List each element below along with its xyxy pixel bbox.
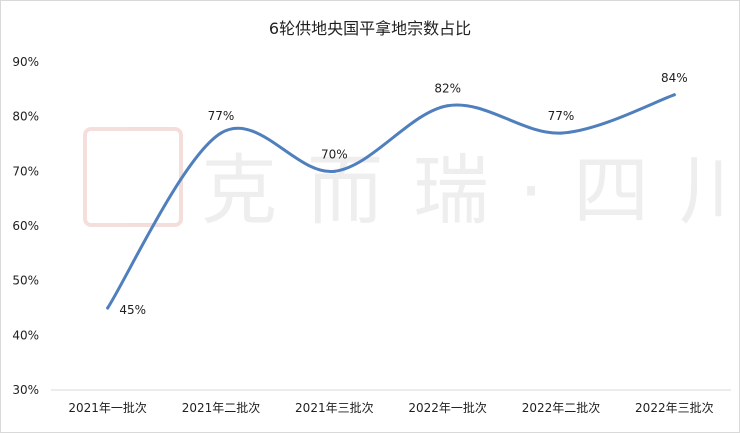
data-point xyxy=(559,131,563,135)
data-point xyxy=(672,93,676,97)
y-tick-label: 40% xyxy=(12,328,39,342)
chart-title: 6轮供地央国平拿地宗数占比 xyxy=(268,19,472,38)
y-tick-label: 50% xyxy=(12,274,39,288)
data-point xyxy=(332,169,336,173)
x-tick-label: 2021年二批次 xyxy=(182,400,261,415)
y-tick-label: 70% xyxy=(12,164,39,178)
x-tick-label: 2022年三批次 xyxy=(635,400,714,415)
data-point xyxy=(446,104,450,108)
watermark-text: 克而瑞·四川 xyxy=(201,146,740,235)
data-label: 82% xyxy=(434,82,461,96)
y-tick-label: 60% xyxy=(12,219,39,233)
y-tick-label: 80% xyxy=(12,110,39,124)
y-tick-label: 90% xyxy=(12,55,39,69)
data-label: 77% xyxy=(548,109,575,123)
data-label: 70% xyxy=(321,147,348,161)
data-label: 84% xyxy=(661,71,688,85)
x-tick-label: 2021年三批次 xyxy=(295,400,374,415)
data-point xyxy=(219,131,223,135)
x-tick-label: 2022年二批次 xyxy=(522,400,601,415)
data-point xyxy=(106,306,110,310)
data-label: 77% xyxy=(208,109,235,123)
series-line xyxy=(106,93,676,310)
x-tick-label: 2021年一批次 xyxy=(68,400,147,415)
data-label: 45% xyxy=(119,303,146,317)
x-tick-label: 2022年一批次 xyxy=(408,400,487,415)
watermark: 克而瑞·四川 xyxy=(83,123,740,235)
y-tick-label: 30% xyxy=(12,383,39,397)
